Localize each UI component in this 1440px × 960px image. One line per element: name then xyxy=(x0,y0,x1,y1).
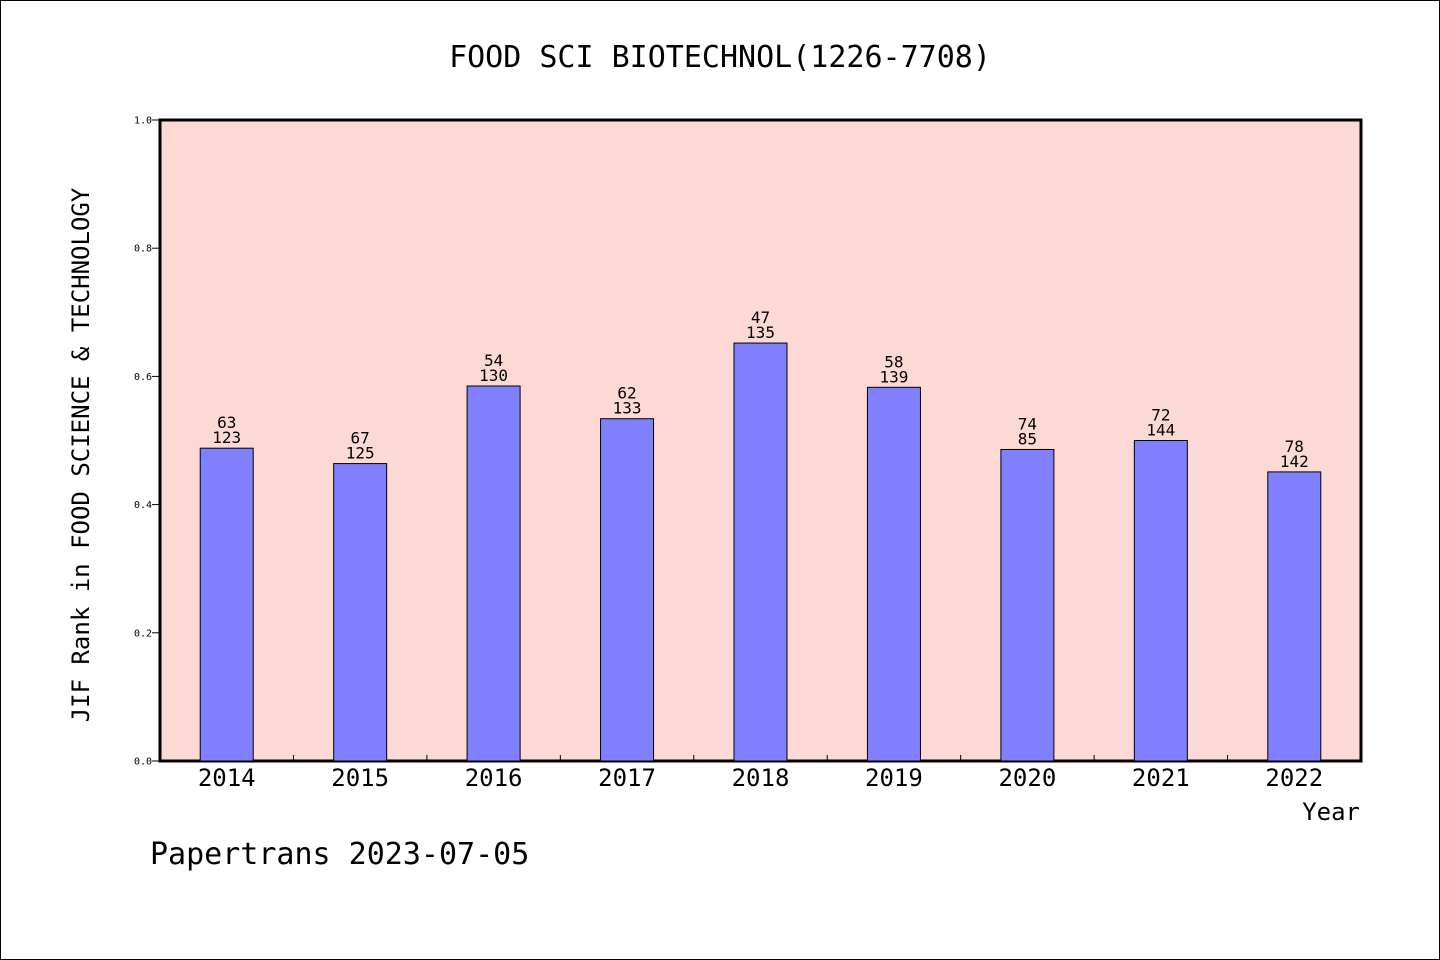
bar-total-label: 142 xyxy=(1280,452,1309,471)
bar-rank-label: 72 xyxy=(1151,406,1170,425)
x-tick-label: 2015 xyxy=(331,764,389,792)
bar-rank-label: 74 xyxy=(1018,414,1037,433)
bar xyxy=(466,385,521,762)
bar xyxy=(199,447,254,762)
y-tick-label: 0.8 xyxy=(134,244,152,255)
bar-total-label: 133 xyxy=(613,399,642,418)
bar-total-label: 85 xyxy=(1018,429,1037,448)
y-axis-label: JIF Rank in FOOD SCIENCE & TECHNOLOGY xyxy=(67,187,95,722)
bar-rank-label: 62 xyxy=(617,384,636,403)
y-tick-label: 0.2 xyxy=(134,628,152,639)
x-axis-label: Year xyxy=(1302,798,1360,826)
x-tick-label: 2014 xyxy=(198,764,256,792)
y-axis: 0.0 0.2 0.4 0.6 0.8 1.0 xyxy=(134,116,160,768)
chart-title: FOOD SCI BIOTECHNOL(1226-7708) xyxy=(449,40,991,75)
bar xyxy=(1000,448,1055,762)
bar-rank-label: 58 xyxy=(884,352,903,371)
bar-total-label: 125 xyxy=(346,444,375,463)
bar-rank-label: 63 xyxy=(217,413,236,432)
bar-rank-label: 78 xyxy=(1285,437,1304,456)
bar-series xyxy=(199,342,1322,762)
bar xyxy=(600,418,655,762)
x-tick-label: 2019 xyxy=(865,764,923,792)
bar-total-label: 139 xyxy=(879,367,908,386)
bar xyxy=(866,386,921,762)
bar-rank-label: 54 xyxy=(484,351,503,370)
bar-total-label: 130 xyxy=(479,366,508,385)
bar-total-label: 135 xyxy=(746,323,775,342)
bar xyxy=(333,463,388,762)
y-tick-label: 1.0 xyxy=(134,116,152,127)
y-tick-label: 0.6 xyxy=(134,372,152,383)
bar-rank-label: 47 xyxy=(751,308,770,327)
y-tick-label: 0.4 xyxy=(134,500,152,511)
bar-total-label: 144 xyxy=(1146,421,1175,440)
x-tick-label: 2016 xyxy=(465,764,523,792)
x-tick-label: 2020 xyxy=(998,764,1056,792)
bar-total-label: 123 xyxy=(212,428,241,447)
x-axis: 2014 2015 2016 2017 2018 2019 2020 2021 2022 xyxy=(198,755,1323,792)
bar xyxy=(1133,440,1188,762)
x-tick-label: 2022 xyxy=(1265,764,1323,792)
x-tick-label: 2021 xyxy=(1132,764,1190,792)
bar xyxy=(733,342,788,762)
bar xyxy=(1267,471,1322,762)
bar-rank-label: 67 xyxy=(351,429,370,448)
y-tick-label: 0.0 xyxy=(134,757,152,768)
x-tick-label: 2018 xyxy=(732,764,790,792)
footer-credit: Papertrans 2023-07-05 xyxy=(150,837,529,872)
x-tick-label: 2017 xyxy=(598,764,656,792)
